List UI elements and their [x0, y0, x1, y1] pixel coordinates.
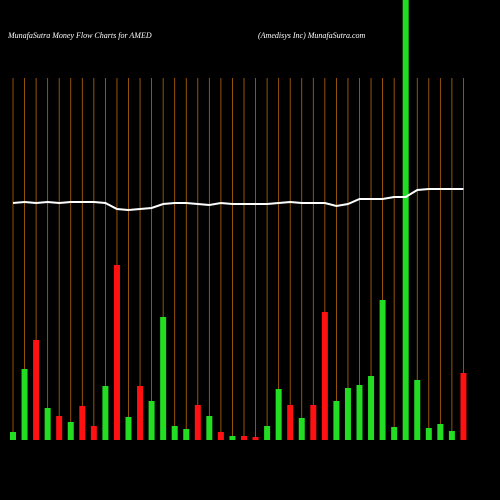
bar: [171, 426, 178, 440]
bar: [391, 427, 398, 440]
bar: [252, 437, 259, 440]
bar: [137, 386, 144, 440]
bar: [333, 401, 340, 440]
bar: [67, 422, 74, 440]
bar: [229, 436, 236, 440]
bar: [402, 0, 409, 440]
bar: [113, 265, 120, 440]
chart-subtitle: (Amedisys Inc) MunafaSutra.com: [258, 31, 366, 40]
bar: [425, 428, 432, 440]
bar: [310, 405, 317, 440]
bar: [437, 424, 444, 440]
bar: [414, 380, 421, 440]
bar: [90, 426, 97, 440]
bar: [448, 431, 455, 440]
bar: [206, 416, 213, 440]
bar: [194, 405, 201, 440]
bar: [264, 426, 271, 440]
bar: [379, 300, 386, 440]
bar: [125, 417, 132, 440]
bar: [217, 432, 224, 440]
bar: [356, 385, 363, 440]
bar: [241, 436, 247, 440]
bar: [10, 432, 16, 440]
bar: [368, 376, 375, 440]
bar: [56, 416, 63, 440]
bar: [21, 369, 28, 440]
price-line: [12, 188, 464, 212]
bar: [148, 401, 155, 440]
bar: [79, 406, 86, 440]
chart-title: MunafaSutra Money Flow Charts for AMED: [7, 31, 152, 40]
bar: [321, 312, 328, 440]
bar: [102, 386, 109, 440]
bar: [275, 389, 282, 440]
bar: [287, 405, 294, 440]
bar: [33, 340, 40, 440]
bar: [344, 388, 351, 440]
bar: [460, 373, 467, 440]
bar: [44, 408, 51, 440]
bar: [298, 418, 305, 440]
bar: [183, 429, 190, 440]
bar: [160, 317, 167, 440]
